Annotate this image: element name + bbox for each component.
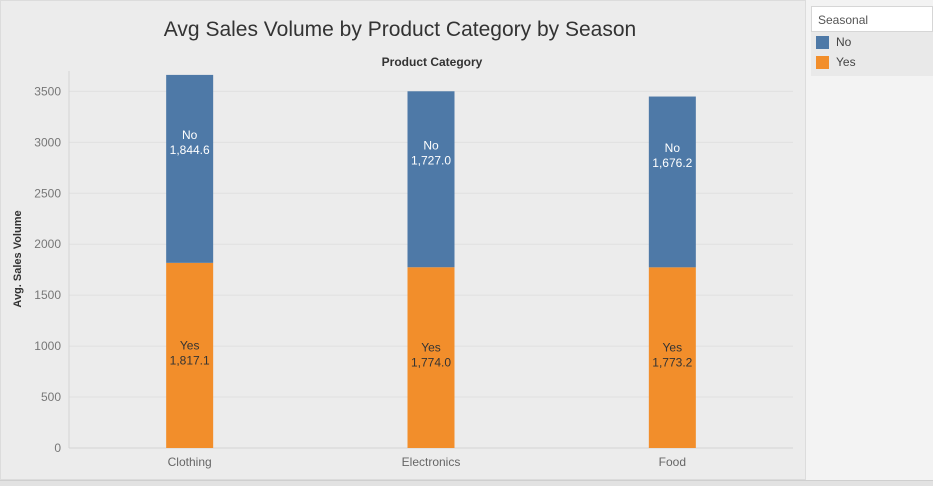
bar-value-label: 1,817.1 <box>170 353 210 367</box>
legend-label-no: No <box>836 35 852 49</box>
x-tick-label: Electronics <box>402 455 461 469</box>
bar-series-label: Yes <box>421 341 441 355</box>
legend-item-yes[interactable]: Yes <box>811 52 933 72</box>
bar-no-food[interactable] <box>648 96 696 268</box>
bar-value-label: 1,774.0 <box>411 356 451 370</box>
y-tick-label: 3000 <box>34 135 61 149</box>
y-axis-label: Avg. Sales Volume <box>12 210 24 307</box>
y-tick-label: 3500 <box>34 84 61 98</box>
legend-item-no[interactable]: No <box>811 32 933 52</box>
x-header-label: Product Category <box>382 55 483 69</box>
x-axis: Clothing Electronics Food <box>168 455 686 469</box>
bar-value-label: 1,844.6 <box>170 143 210 157</box>
bar-series-label: No <box>182 128 198 142</box>
status-bar <box>0 480 933 486</box>
chart-panel: Avg Sales Volume by Product Category by … <box>0 0 806 480</box>
y-tick-label: 2500 <box>34 186 61 200</box>
legend-swatch-yes <box>816 55 829 69</box>
x-tick-label: Clothing <box>168 455 212 469</box>
bar-value-label: 1,773.2 <box>652 356 692 370</box>
bar-yes-food[interactable] <box>648 267 696 448</box>
bar-value-label: 1,727.0 <box>411 153 451 167</box>
bar-yes-electronics[interactable] <box>407 267 455 448</box>
bar-value-label: 1,676.2 <box>652 156 692 170</box>
y-tick-label: 500 <box>41 390 61 404</box>
bar-series-label: Yes <box>663 341 683 355</box>
y-tick-label: 1500 <box>34 288 61 302</box>
bar-chart: Avg Sales Volume by Product Category by … <box>12 18 793 469</box>
bar-series-label: No <box>423 138 439 152</box>
bars: Yes1,817.1No1,844.6Yes1,774.0No1,727.0Ye… <box>166 74 696 448</box>
legend-label-yes: Yes <box>836 55 856 69</box>
x-tick-label: Food <box>659 455 686 469</box>
bar-no-clothing[interactable] <box>166 74 214 263</box>
bar-series-label: No <box>665 141 681 155</box>
legend-swatch-no <box>816 35 829 49</box>
bar-no-electronics[interactable] <box>407 91 455 268</box>
bar-yes-clothing[interactable] <box>166 262 214 448</box>
y-tick-label: 1000 <box>34 339 61 353</box>
legend: Seasonal No Yes <box>811 6 933 76</box>
y-tick-label: 2000 <box>34 237 61 251</box>
bar-series-label: Yes <box>180 338 200 352</box>
legend-title: Seasonal <box>811 6 933 32</box>
chart-title: Avg Sales Volume by Product Category by … <box>164 18 636 41</box>
y-tick-label: 0 <box>54 441 61 455</box>
